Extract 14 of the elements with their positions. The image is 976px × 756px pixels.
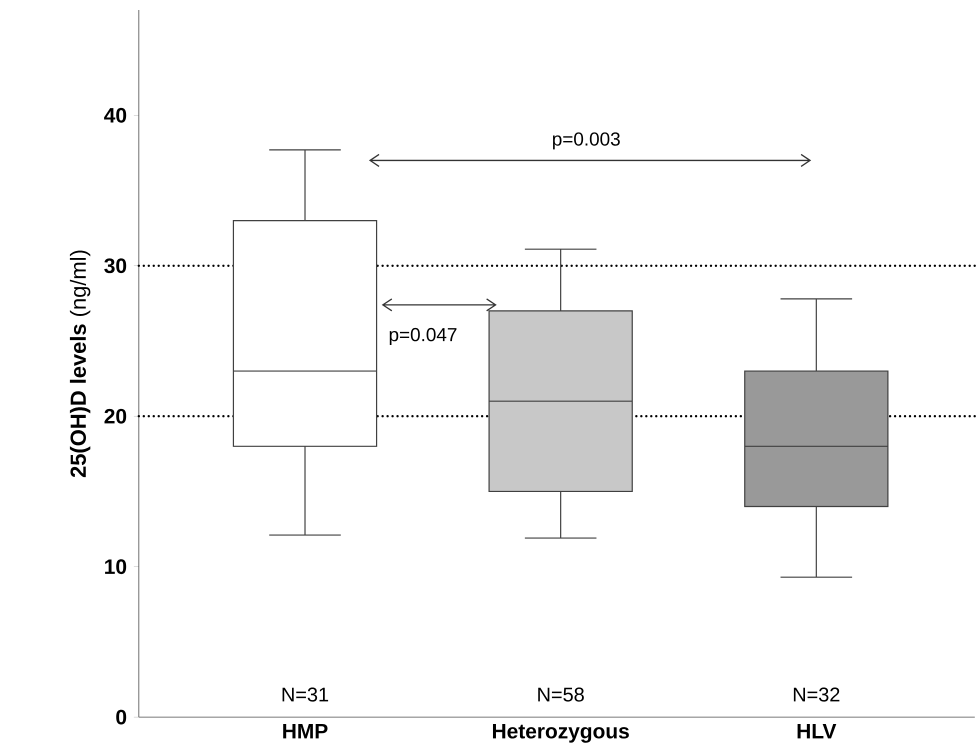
y-tick-label: 10 — [105, 559, 126, 574]
y-axis-title: 25(OH)D levels (ng/ml) — [70, 250, 90, 478]
annotation: N=31 — [282, 687, 328, 702]
x-tick-label: HMP — [283, 724, 328, 738]
annotation: N=58 — [538, 687, 584, 702]
x-tick-label: HLV — [798, 724, 836, 738]
y-tick-label: 20 — [104, 408, 126, 424]
x-tick-label: Heterozygous — [492, 724, 629, 743]
annotation: p=0.047 — [390, 328, 456, 345]
annotation: N=32 — [794, 687, 840, 702]
annotation: p=0.003 — [553, 132, 620, 150]
y-tick-label: 0 — [116, 710, 126, 724]
y-tick-label: 40 — [104, 108, 126, 123]
y-tick-label: 30 — [104, 258, 126, 274]
